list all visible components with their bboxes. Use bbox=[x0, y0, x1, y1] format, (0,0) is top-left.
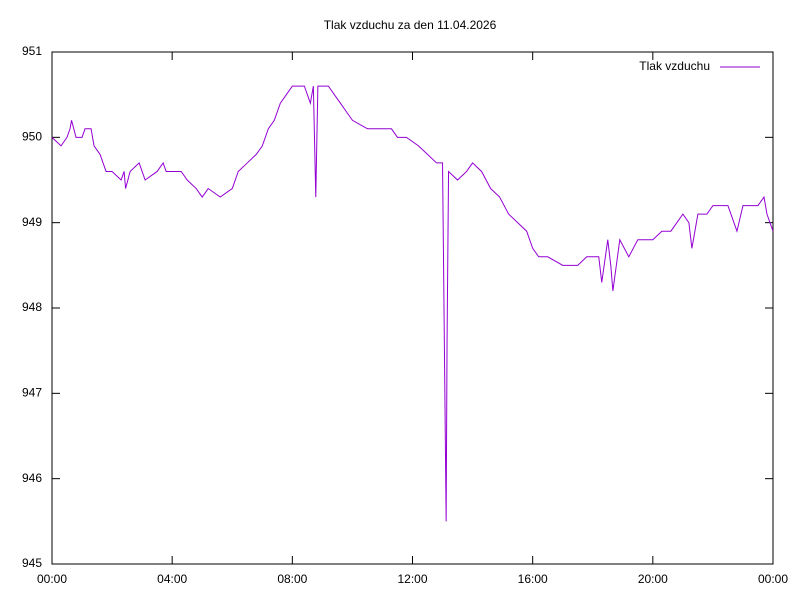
plot-border bbox=[51, 51, 774, 565]
y-tick-label: 949 bbox=[22, 215, 42, 229]
x-tick-label: 00:00 bbox=[37, 572, 67, 586]
y-tick-label: 950 bbox=[22, 130, 42, 144]
series-line bbox=[51, 85, 774, 522]
y-tick-label: 951 bbox=[22, 44, 42, 58]
y-tick-label: 945 bbox=[22, 556, 42, 570]
chart-title: Tlak vzduchu za den 11.04.2026 bbox=[324, 18, 497, 32]
x-tick-label: 08:00 bbox=[277, 572, 307, 586]
y-tick-label: 947 bbox=[22, 386, 42, 400]
x-tick-label: 00:00 bbox=[758, 572, 788, 586]
x-tick-label: 04:00 bbox=[157, 572, 187, 586]
x-tick-label: 16:00 bbox=[518, 572, 548, 586]
x-tick-label: 12:00 bbox=[397, 572, 427, 586]
legend-label: Tlak vzduchu bbox=[639, 59, 710, 73]
y-tick-label: 948 bbox=[22, 300, 42, 314]
x-tick-label: 20:00 bbox=[638, 572, 668, 586]
y-tick-label: 946 bbox=[22, 471, 42, 485]
